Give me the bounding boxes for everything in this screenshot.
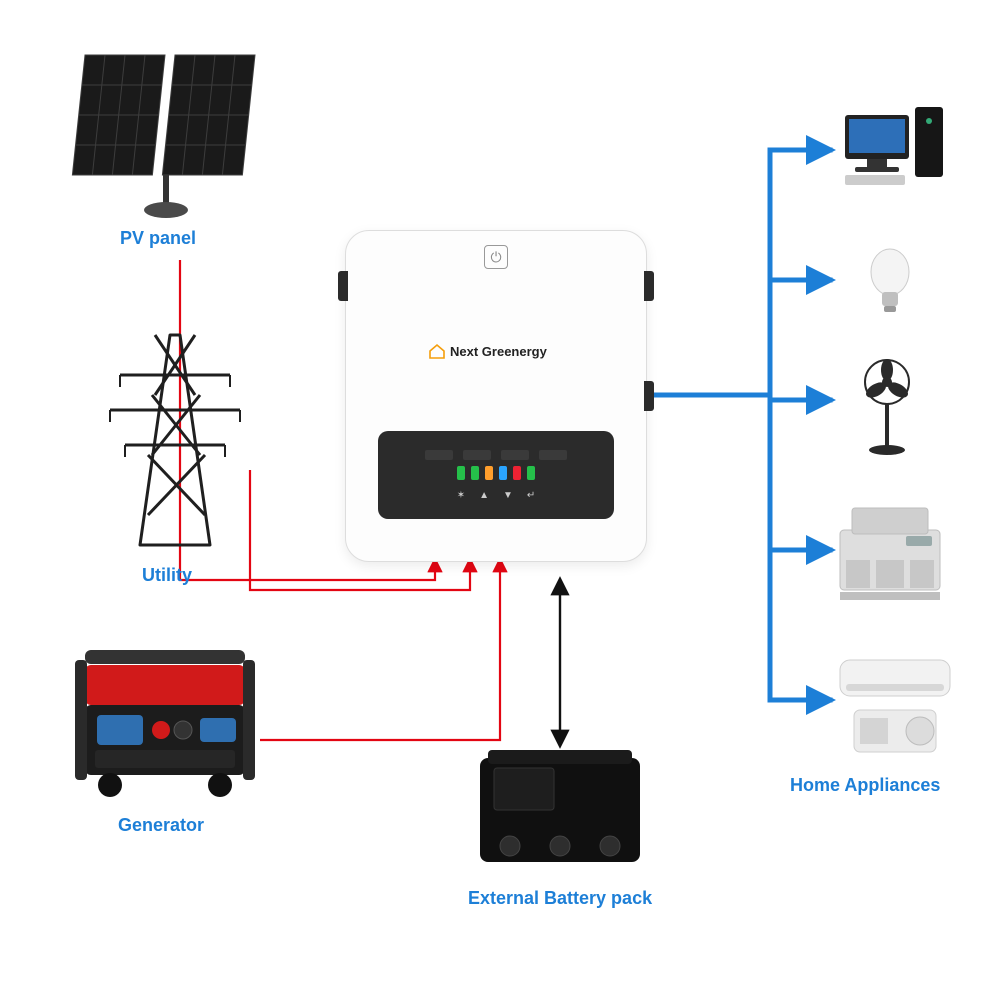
appliance-ac-icon [840, 660, 950, 752]
blue-wires [648, 150, 830, 700]
battery-label: External Battery pack [468, 888, 652, 909]
utility-tower-icon [110, 335, 240, 545]
inverter-display-buttons: ✶▲▼↵ [457, 490, 536, 501]
pv-label: PV panel [120, 228, 196, 249]
generator-label: Generator [118, 815, 204, 836]
inverter-display: ✶▲▼↵ [378, 431, 614, 519]
inverter-brand: Next Greenergy [428, 343, 547, 359]
appliance-fan-icon [863, 359, 910, 455]
appliance-computer-icon [845, 107, 943, 185]
appliances-label: Home Appliances [790, 775, 940, 796]
utility-label: Utility [142, 565, 192, 586]
appliance-bulb-icon [871, 249, 909, 312]
appliance-printer-icon [840, 508, 940, 600]
brand-house-icon [428, 343, 446, 359]
inverter: ⏻ Next Greenergy ✶▲▼↵ [345, 230, 647, 562]
generator-icon [75, 650, 255, 797]
pv-panel-icon [72, 55, 255, 218]
inverter-brand-text: Next Greenergy [450, 344, 547, 359]
battery-icon [480, 750, 640, 862]
inverter-power-button: ⏻ [484, 245, 508, 269]
